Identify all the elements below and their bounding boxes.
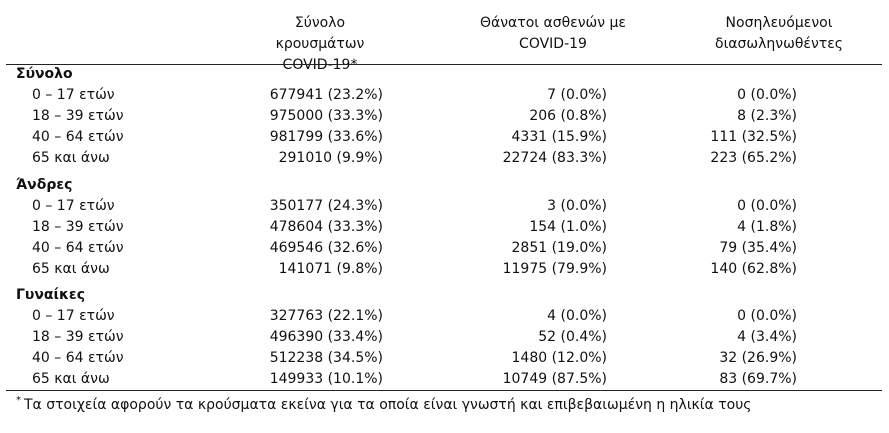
group-title-row: Σύνολο: [0, 64, 889, 85]
table-row: 40 – 64 ετών 512238 (34.5%) 1480 (12.0%) 32…: [0, 348, 889, 369]
intubated-cell: 4 (3.4%): [737, 329, 797, 346]
intubated-cell: 0 (0.0%): [737, 197, 797, 214]
cases-cell: 512238 (34.5%): [269, 350, 383, 367]
age-label: 18 – 39 ετών: [32, 218, 124, 235]
table-row: 65 και άνω 291010 (9.9%) 22724 (83.3%) 223 …: [0, 148, 889, 169]
age-label: 18 – 39 ετών: [32, 108, 124, 125]
deaths-cell: 52 (0.4%): [538, 329, 607, 346]
table-row: 18 – 39 ετών 496390 (33.4%) 52 (0.4%) 4 (3.…: [0, 327, 889, 348]
age-label: 65 και άνω: [32, 150, 110, 167]
footnote-text: Τα στοιχεία αφορούν τα κρούσματα εκείνα …: [24, 397, 752, 413]
footnote-marker: *: [16, 395, 21, 407]
header-line: Θάνατοι ασθενών με: [479, 15, 626, 31]
header-line: Σύνολο κρουσμάτων: [275, 15, 365, 52]
table-row: 0 – 17 ετών 327763 (22.1%) 4 (0.0%) 0 (0.0%…: [0, 306, 889, 327]
table-row: 40 – 64 ετών 469546 (32.6%) 2851 (19.0%) 79…: [0, 238, 889, 259]
cases-cell: 149933 (10.1%): [269, 371, 383, 388]
header-line: COVID-19*: [282, 57, 358, 73]
cases-cell: 677941 (23.2%): [269, 87, 383, 104]
cases-cell: 141071 (9.8%): [278, 260, 383, 277]
deaths-cell: 10749 (87.5%): [502, 371, 607, 388]
intubated-cell: 4 (1.8%): [737, 218, 797, 235]
cases-cell: 478604 (33.3%): [269, 218, 383, 235]
footnote: * Τα στοιχεία αφορούν τα κρούσματα εκείνα…: [16, 395, 752, 416]
deaths-cell: 206 (0.8%): [529, 108, 607, 125]
cases-cell: 496390 (33.4%): [269, 329, 383, 346]
table-row: 40 – 64 ετών 981799 (33.6%) 4331 (15.9%) 11…: [0, 127, 889, 148]
header-intubated: Νοσηλευόμενοι διασωληνωθέντες: [698, 13, 860, 61]
group-title: Άνδρες: [16, 176, 73, 193]
deaths-cell: 1480 (12.0%): [511, 350, 607, 367]
intubated-cell: 0 (0.0%): [737, 308, 797, 325]
table-top-rule: [6, 64, 882, 65]
table-row: 0 – 17 ετών 350177 (24.3%) 3 (0.0%) 0 (0.0%…: [0, 196, 889, 217]
table-row: 65 και άνω 149933 (10.1%) 10749 (87.5%) 83 …: [0, 369, 889, 390]
intubated-cell: 79 (35.4%): [719, 239, 797, 256]
header-deaths: Θάνατοι ασθενών με COVID-19: [472, 13, 634, 61]
table-row: 65 και άνω 141071 (9.8%) 11975 (79.9%) 140 …: [0, 259, 889, 280]
intubated-cell: 32 (26.9%): [719, 350, 797, 367]
header-line: Νοσηλευόμενοι: [725, 15, 833, 31]
group-title-row: Γυναίκες: [0, 285, 889, 306]
cases-cell: 327763 (22.1%): [269, 308, 383, 325]
intubated-cell: 223 (65.2%): [710, 150, 797, 167]
age-label: 40 – 64 ετών: [32, 239, 124, 256]
deaths-cell: 3 (0.0%): [547, 197, 607, 214]
header-line: COVID-19: [519, 36, 587, 52]
cases-cell: 975000 (33.3%): [269, 108, 383, 125]
table-bottom-rule: [6, 390, 882, 391]
intubated-cell: 140 (62.8%): [710, 260, 797, 277]
age-label: 0 – 17 ετών: [32, 308, 115, 325]
deaths-cell: 154 (1.0%): [529, 218, 607, 235]
deaths-cell: 7 (0.0%): [547, 87, 607, 104]
age-label: 65 και άνω: [32, 371, 110, 388]
table-row: 18 – 39 ετών 975000 (33.3%) 206 (0.8%) 8 (2…: [0, 106, 889, 127]
cases-cell: 981799 (33.6%): [269, 129, 383, 146]
header-total-cases: Σύνολο κρουσμάτων COVID-19*: [258, 13, 382, 73]
intubated-cell: 8 (2.3%): [737, 108, 797, 125]
cases-cell: 350177 (24.3%): [269, 197, 383, 214]
age-label: 0 – 17 ετών: [32, 197, 115, 214]
age-label: 65 και άνω: [32, 260, 110, 277]
group-title-row: Άνδρες: [0, 175, 889, 196]
cases-cell: 291010 (9.9%): [278, 150, 383, 167]
group-title: Σύνολο: [16, 66, 73, 82]
cases-cell: 469546 (32.6%): [269, 239, 383, 256]
age-label: 0 – 17 ετών: [32, 87, 115, 104]
deaths-cell: 2851 (19.0%): [511, 239, 607, 256]
deaths-cell: 4331 (15.9%): [511, 129, 607, 146]
intubated-cell: 0 (0.0%): [737, 87, 797, 104]
table-row: 0 – 17 ετών 677941 (23.2%) 7 (0.0%) 0 (0.0%…: [0, 85, 889, 106]
group-title: Γυναίκες: [16, 287, 86, 303]
age-label: 40 – 64 ετών: [32, 129, 124, 146]
table-row: 18 – 39 ετών 478604 (33.3%) 154 (1.0%) 4 (1…: [0, 217, 889, 238]
intubated-cell: 111 (32.5%): [710, 129, 797, 146]
deaths-cell: 4 (0.0%): [547, 308, 607, 325]
intubated-cell: 83 (69.7%): [719, 371, 797, 388]
age-label: 18 – 39 ετών: [32, 329, 124, 346]
age-label: 40 – 64 ετών: [32, 350, 124, 367]
deaths-cell: 22724 (83.3%): [502, 150, 607, 167]
header-line: διασωληνωθέντες: [715, 36, 843, 52]
deaths-cell: 11975 (79.9%): [502, 260, 607, 277]
